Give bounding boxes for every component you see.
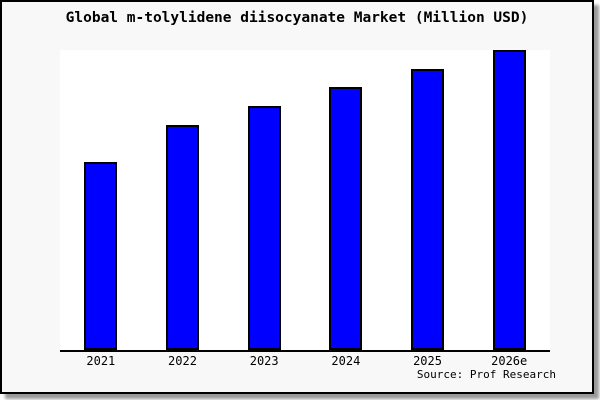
x-axis-labels: 2021 2022 2023 2024 2025 2026e [60,354,550,368]
source-credit: Source: Prof Research [416,368,556,381]
bars-row [60,50,550,350]
bar-2026e [492,50,526,350]
bar-slot [223,50,305,350]
chart-title: Global m-tolylidene diisocyanate Market … [65,10,529,26]
bar-slot [387,50,469,350]
bar-slot [468,50,550,350]
x-tick-label-2026e: 2026e [491,354,528,368]
bar-slot [60,50,142,350]
x-tick-label-2023: 2023 [249,354,279,368]
bar-slot [142,50,224,350]
bar-2021 [84,161,118,350]
bar-2023 [247,106,281,350]
chart-figure: Global m-tolylidene diisocyanate Market … [0,0,594,394]
x-tick-label-2024: 2024 [331,354,361,368]
bar-2025 [411,68,445,350]
plot-area [60,50,550,352]
bar-2024 [329,86,363,350]
x-tick-label-2025: 2025 [413,354,442,368]
x-tick-label-2022: 2022 [168,354,197,368]
x-tick-label-2021: 2021 [86,354,116,368]
bar-2022 [166,125,199,350]
bar-slot [305,50,387,350]
